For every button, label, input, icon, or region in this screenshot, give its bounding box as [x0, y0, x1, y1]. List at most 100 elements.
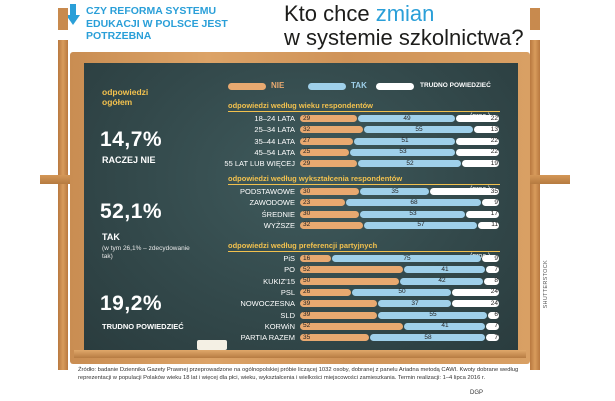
bar-trudno: [456, 148, 499, 156]
overall-tak-sub: (w tym 26,1% – zdecydowanie tak): [102, 245, 190, 260]
bar-nie: [300, 115, 357, 122]
bar-value-tak: 58: [424, 333, 432, 341]
bar-trudno: [486, 322, 499, 330]
bar-tak: [354, 137, 455, 145]
overall-tak-value: 52,1%: [100, 200, 163, 223]
bar-value-trudno: 19: [490, 159, 498, 167]
page-title: Kto chce zmian w systemie szkolnictwa?: [284, 2, 614, 50]
stand-bar-right: [526, 175, 570, 184]
section-divider-0: [228, 111, 500, 112]
bar-trudno: [462, 160, 499, 168]
bar-value-tak: 53: [399, 148, 407, 156]
title-part-1: Kto chce: [284, 1, 376, 26]
row-label: NOWOCZESNA: [240, 299, 295, 309]
source-note: Źródło: badanie Dziennika Gazety Prawnej…: [78, 367, 519, 381]
bar-nie: [300, 322, 403, 330]
overall-tak-label: TAK: [102, 232, 120, 242]
bar-value-nie: 52: [303, 265, 311, 273]
legend-label-nie: NIE: [271, 81, 285, 90]
bar-value-nie: 39: [303, 299, 311, 307]
row-label: PO: [284, 265, 295, 275]
bar-nie: [300, 160, 357, 168]
bar-trudno: [466, 210, 499, 218]
bar-tak: [404, 322, 485, 330]
photo-credit: SHUTTERSTOCK: [543, 260, 549, 309]
board-ledge: [74, 350, 526, 358]
bar-nie: [300, 137, 353, 145]
bar-value-nie: 50: [303, 277, 311, 285]
bar-value-trudno: 8: [494, 277, 498, 285]
bar-tak: [358, 160, 461, 168]
bar-nie: [300, 266, 403, 274]
row-label: KORWiN: [264, 321, 295, 331]
bar-value-nie: 23: [303, 198, 311, 206]
row-label: PODSTAWOWE: [240, 187, 295, 196]
bar-value-tak: 55: [415, 125, 423, 133]
bar-value-tak: 51: [401, 137, 409, 145]
bar-tak: [332, 255, 481, 262]
row-label: 18–24 LATA: [254, 114, 295, 123]
bar-trudno: [484, 277, 499, 285]
bar-tak: [400, 277, 483, 285]
bar-value-trudno: 7: [494, 333, 498, 341]
bar-value-nie: 26: [303, 288, 311, 296]
row-label: KUKIZ'15: [263, 276, 295, 286]
bar-trudno: [456, 115, 499, 122]
bar-value-nie: 30: [303, 187, 311, 195]
bar-tak: [370, 334, 485, 342]
bar-value-trudno: 6: [494, 311, 498, 318]
bar-tak: [404, 266, 485, 274]
row-label: WYŻSZE: [263, 220, 295, 230]
arrow-down-icon: [66, 4, 80, 25]
legend-label-tak: TAK: [351, 81, 367, 90]
section-divider-1: [228, 184, 500, 185]
bar-tak: [360, 210, 465, 218]
stand-bar-left: [40, 175, 76, 184]
bar-nie: [300, 300, 377, 308]
bar-value-nie: 16: [303, 254, 311, 262]
bar-value-trudno: 22: [490, 114, 498, 122]
bar-value-trudno: 17: [490, 210, 498, 218]
bar-value-tak: 55: [429, 311, 437, 318]
bar-tak: [350, 148, 455, 156]
bar-value-trudno: 13: [490, 125, 498, 133]
bar-value-tak: 41: [441, 265, 449, 273]
bar-value-nie: 29: [303, 114, 311, 122]
bar-value-tak: 42: [438, 277, 446, 285]
bar-trudno: [488, 311, 499, 319]
bar-nie: [300, 311, 377, 319]
bar-value-nie: 52: [303, 322, 311, 330]
chalk-piece: [197, 340, 227, 350]
bar-value-trudno: 11: [491, 221, 498, 229]
overall-title: odpowiedzi ogółem: [102, 87, 149, 107]
bar-trudno: [456, 137, 499, 145]
title-part-2: w systemie szkolnictwa?: [284, 25, 524, 50]
bar-value-nie: 29: [303, 159, 311, 167]
publisher-logo: DGP: [470, 390, 484, 396]
bar-value-nie: 25: [303, 148, 311, 156]
legend-swatch-trudno: [376, 83, 414, 90]
legend-swatch-nie: [228, 83, 266, 90]
bar-nie: [300, 188, 359, 195]
bar-value-tak: 49: [403, 114, 411, 122]
bar-value-tak: 41: [441, 322, 449, 330]
bar-value-tak: 53: [409, 210, 417, 218]
bar-value-nie: 32: [303, 221, 311, 229]
bar-tak: [364, 221, 477, 229]
row-label: ŚREDNIE: [261, 209, 295, 219]
legend-label-trudno: TRUDNO POWIEDZIEĆ: [420, 82, 491, 89]
overall-nie-value: 14,7%: [100, 128, 163, 151]
bar-nie: [300, 148, 349, 156]
bar-value-trudno: 22: [490, 148, 498, 156]
bar-value-trudno: 7: [494, 322, 498, 330]
bar-value-nie: 27: [303, 137, 311, 145]
section-title-1: odpowiedzi według wykształcenia responde…: [228, 174, 403, 183]
bar-value-trudno: 9: [494, 254, 498, 262]
overall-trudno-value: 19,2%: [100, 292, 163, 315]
bar-value-trudno: 22: [490, 137, 498, 145]
bar-nie: [300, 210, 359, 218]
row-label: 45–54 LATA: [254, 147, 295, 157]
row-label: PARTIA RAZEM: [240, 333, 295, 343]
bar-tak: [346, 199, 481, 207]
bar-value-trudno: 35: [490, 187, 498, 195]
